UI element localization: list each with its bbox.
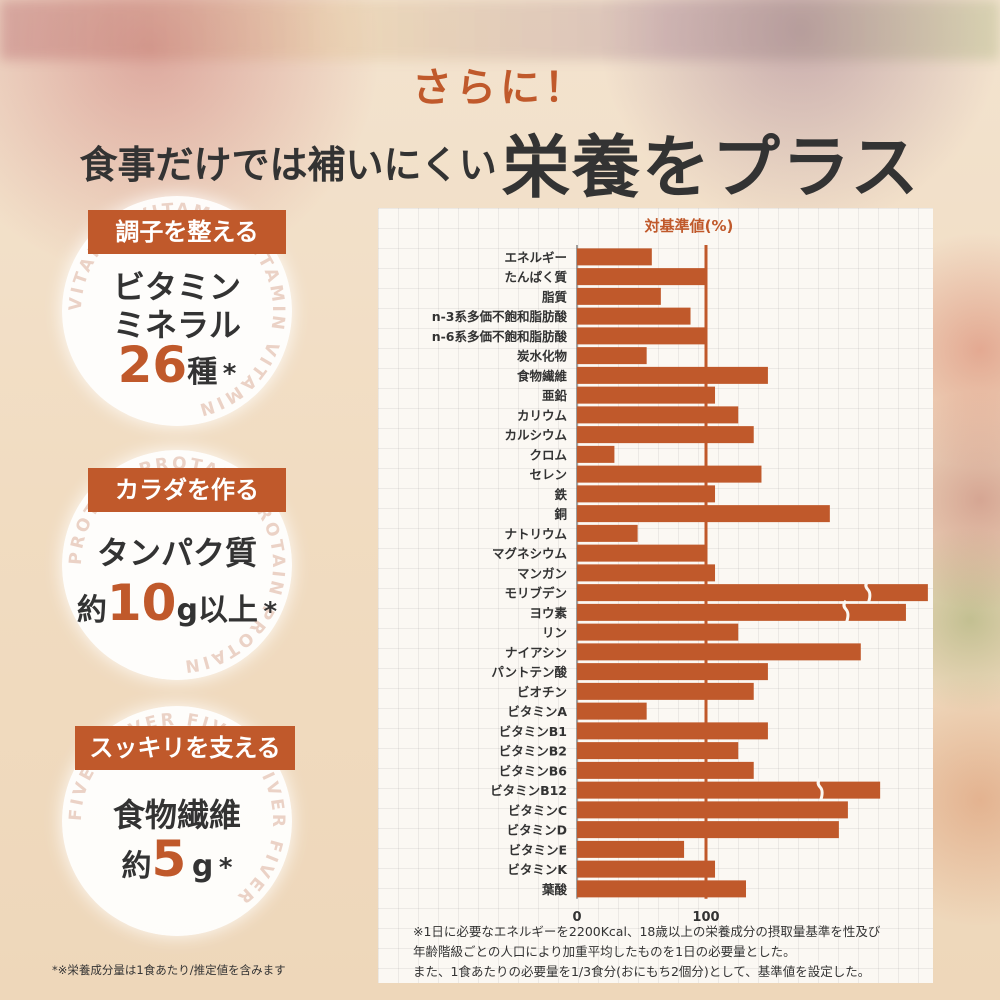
vitamin-count: 26種 *	[62, 336, 292, 394]
eyebrow-text: さらに！	[412, 65, 588, 111]
tag-digestion: スッキリを支える	[75, 726, 295, 770]
protein-line1: タンパク質	[96, 534, 257, 572]
chart-note: ※1日に必要なエネルギーを2200Kcal、18歳以上の栄養成分の摂取量基準を性…	[413, 922, 933, 982]
protein-amount: 約10g以上 *	[62, 574, 292, 632]
fiber-asterisk: *	[218, 853, 233, 883]
vitamin-line1: ビタミン	[112, 268, 241, 306]
vitamin-line2: ミネラル	[112, 306, 241, 344]
footnote: *※栄養成分量は1食あたり/推定値を含みます	[52, 963, 286, 977]
headline: 食事だけでは補いにくい 栄養をプラス	[0, 112, 1000, 211]
headline-big: 栄養をプラス	[501, 129, 921, 208]
background-vegetables	[0, 0, 1000, 60]
fiber-unit: g	[191, 849, 214, 884]
note-line2: 年齢階級ごとの人口により加重平均したものを1日の必要量とした。	[413, 944, 796, 959]
vitamin-number: 26	[117, 336, 188, 394]
fiber-line1: 食物繊維	[112, 796, 241, 834]
vitamin-asterisk: *	[222, 359, 237, 389]
fiber-amount: 約5 g *	[62, 830, 292, 888]
fiber-prefix: 約	[121, 849, 152, 884]
protein-unit: g以上	[176, 593, 258, 628]
tag-condition: 調子を整える	[88, 210, 286, 254]
tag-body: カラダを作る	[88, 468, 286, 512]
chart-panel	[378, 208, 933, 983]
protein-asterisk: *	[263, 597, 278, 627]
note-line1: ※1日に必要なエネルギーを2200Kcal、18歳以上の栄養成分の摂取量基準を性…	[413, 924, 881, 939]
protein-number: 10	[106, 574, 177, 632]
protein-prefix: 約	[76, 593, 107, 628]
vitamin-unit: 種	[187, 355, 218, 390]
headline-small: 食事だけでは補いにくい	[79, 143, 497, 187]
note-line3: また、1食あたりの必要量を1/3食分(おにもち2個分)として、基準値を設定した。	[413, 964, 871, 979]
fiber-number: 5	[151, 830, 187, 888]
